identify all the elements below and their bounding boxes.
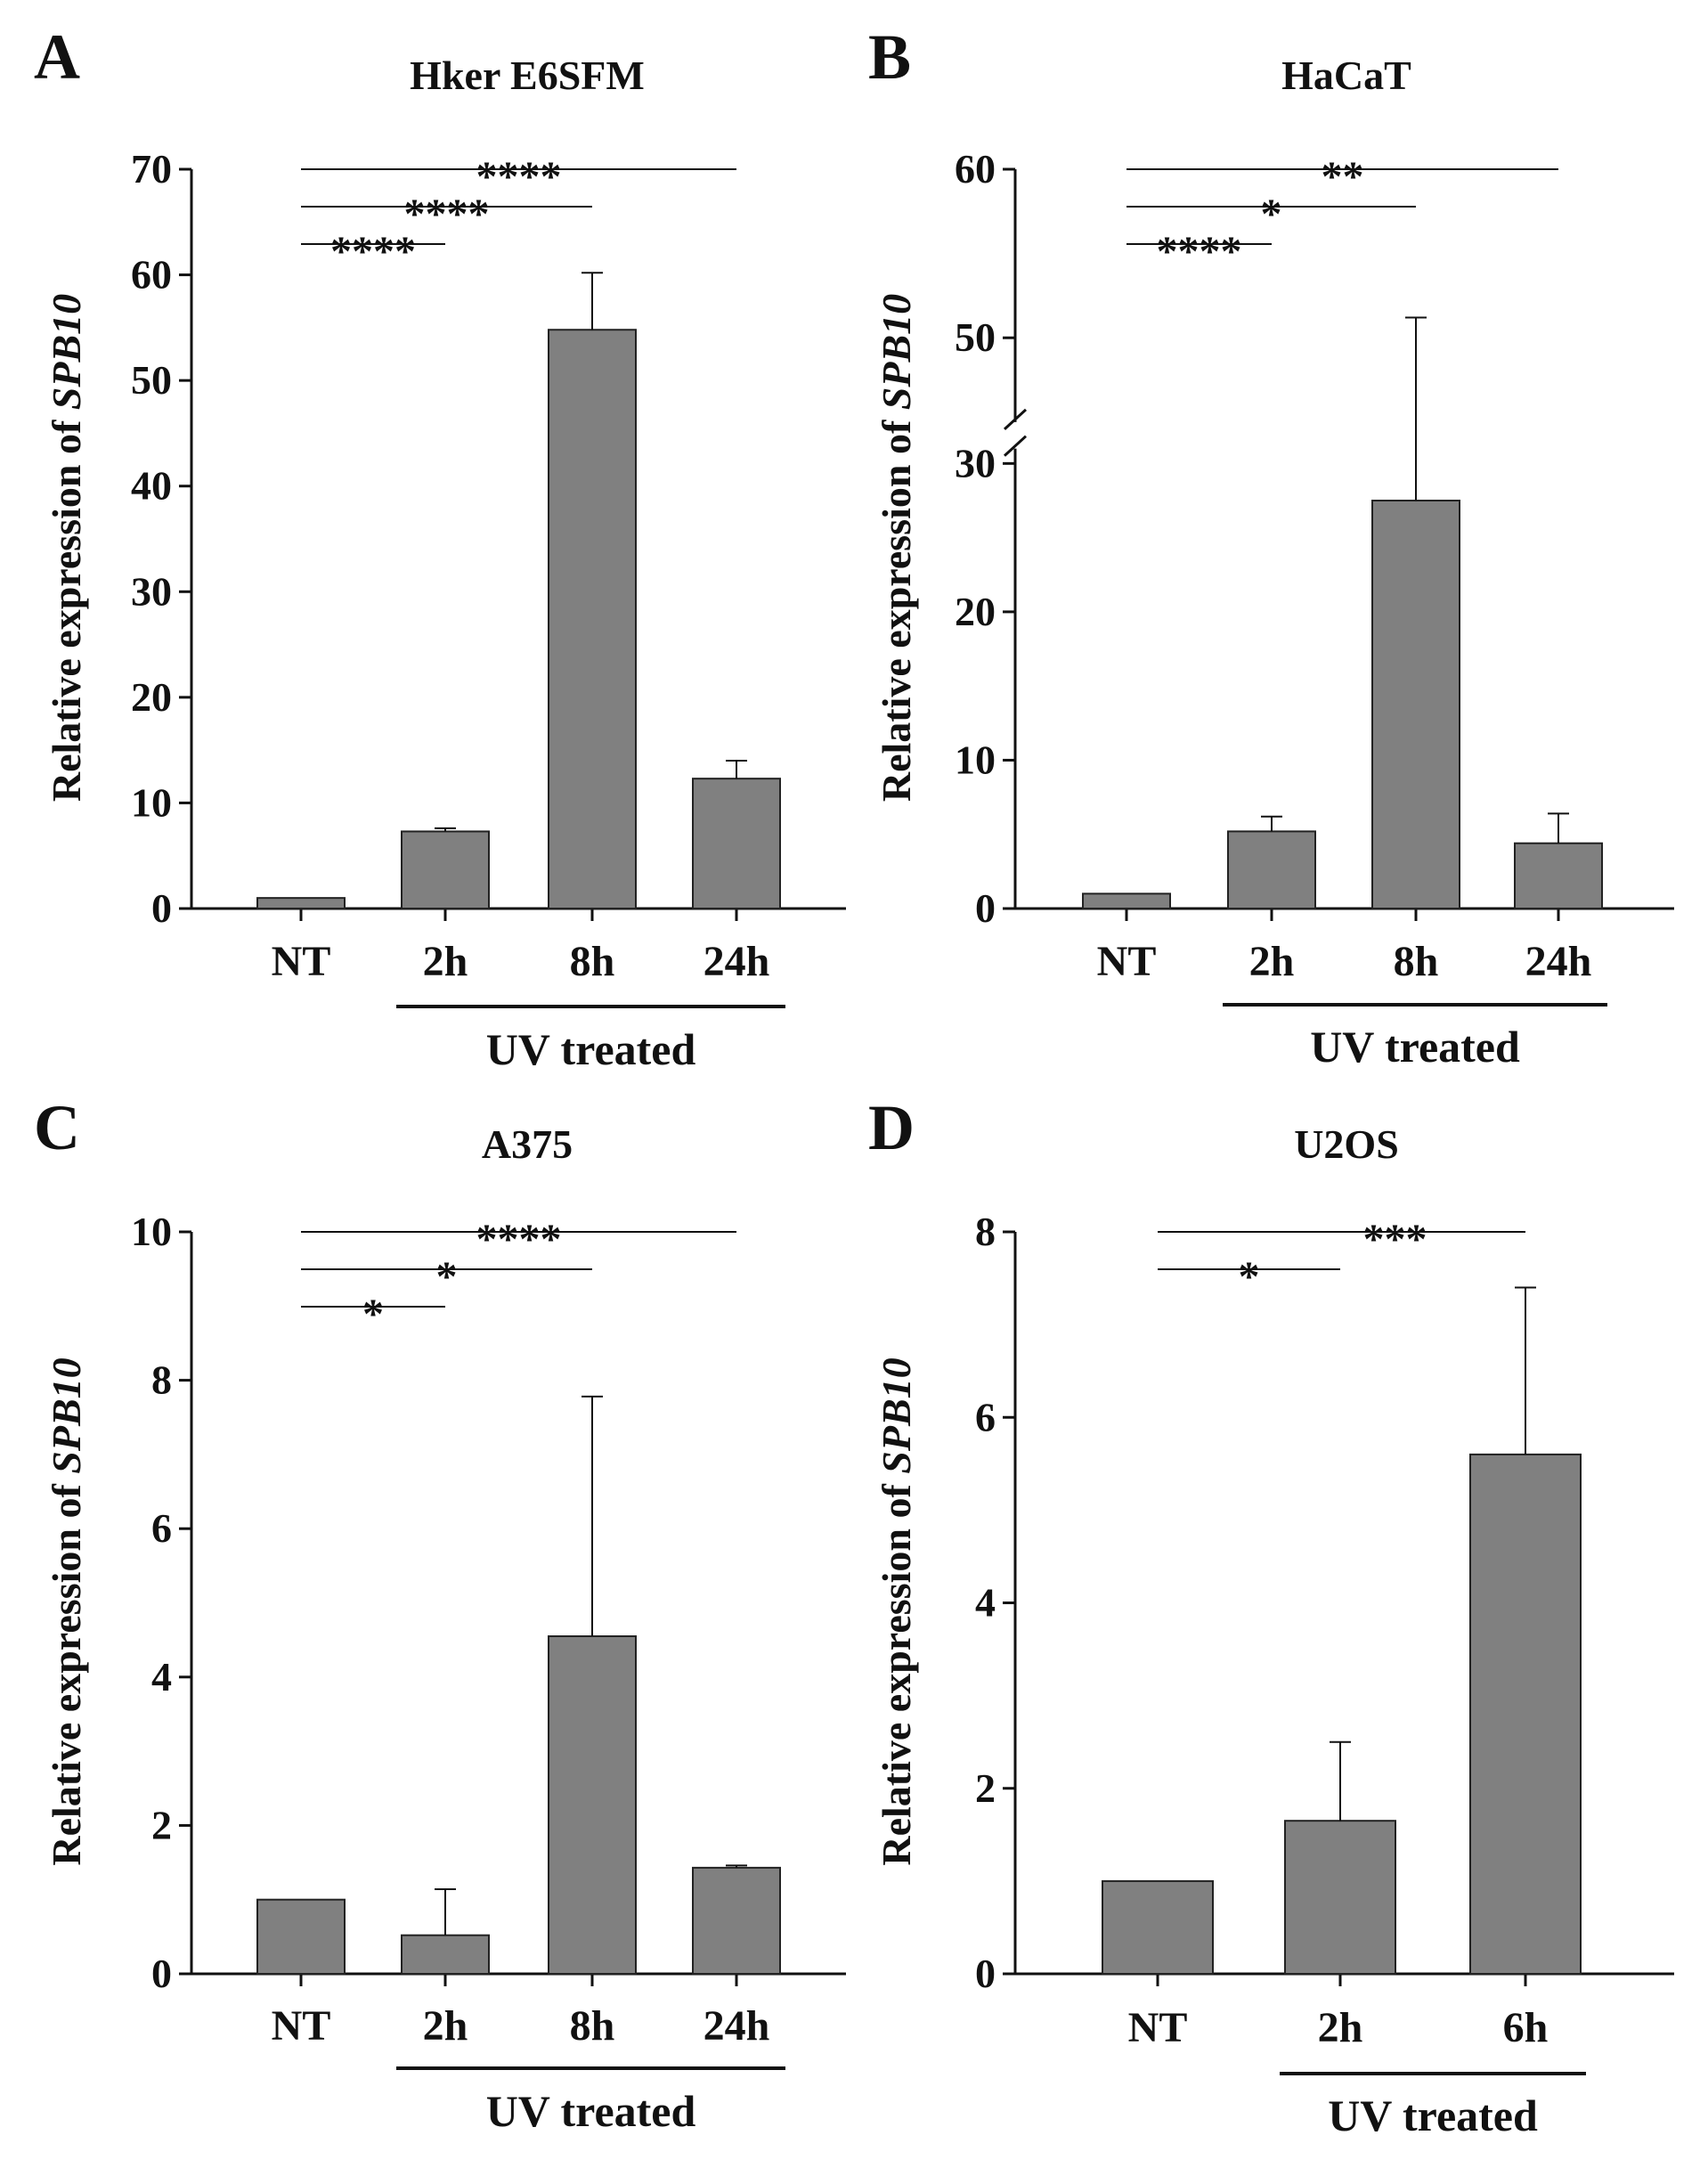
y-axis-label: Relative expression of SPB10	[44, 294, 89, 802]
bar-24h	[1514, 842, 1603, 910]
y-axis-label-prefix: Relative expression of	[874, 410, 919, 802]
significance-label: *	[1261, 191, 1282, 238]
panel-c: C A375 Relative expression of SPB10 0 2 4 6 8 10…	[34, 1092, 846, 2136]
y-tick-label: 4	[975, 1580, 996, 1626]
panel-letter: B	[868, 21, 911, 93]
bar-nt	[1082, 892, 1171, 909]
panel-letter: D	[868, 1092, 915, 1163]
y-tick-label: 4	[151, 1654, 172, 1699]
x-category-label: NT	[272, 2002, 331, 2050]
x-category-label: 2h	[423, 938, 468, 985]
axis-break-mark	[1003, 408, 1028, 430]
bar-2h	[1227, 830, 1316, 910]
y-axis-label-prefix: Relative expression of	[874, 1474, 919, 1866]
bar-8h	[548, 329, 637, 909]
y-axis-label-gene: SPB10	[874, 1357, 919, 1473]
y-tick-label: 30	[955, 440, 996, 485]
significance-label: ****	[330, 228, 416, 275]
y-tick-label: 6	[151, 1505, 172, 1551]
axis-break-mark	[1003, 435, 1028, 457]
bar-8h	[1371, 499, 1460, 909]
significance-label: ***	[1363, 1216, 1427, 1263]
panel-letter: C	[34, 1092, 80, 1163]
x-category-label: 8h	[570, 2002, 615, 2050]
significance-label: **	[1322, 153, 1364, 200]
y-axis-label-gene: SPB10	[874, 294, 919, 410]
group-label: UV treated	[486, 2086, 696, 2136]
significance-label: ****	[476, 1216, 562, 1263]
y-tick-label: 50	[131, 357, 172, 403]
x-category-label: NT	[272, 938, 331, 985]
y-axis-label-gene: SPB10	[44, 294, 89, 410]
y-axis-label: Relative expression of SPB10	[44, 1357, 89, 1865]
y-tick-label: 0	[151, 885, 172, 931]
x-category-label: 8h	[570, 938, 615, 985]
y-tick-label: 0	[151, 1951, 172, 1996]
panel-title: U2OS	[1294, 1121, 1399, 1167]
x-category-label: 24h	[704, 938, 770, 985]
y-tick-label: 6	[975, 1394, 996, 1439]
bar-2h	[401, 1934, 490, 1976]
group-label: UV treated	[1310, 1022, 1520, 1072]
significance-label: *	[362, 1291, 384, 1338]
significance-label: ****	[1157, 228, 1242, 275]
x-category-label: 6h	[1503, 2004, 1549, 2051]
significance-label: ****	[404, 191, 490, 238]
bar-2h	[401, 830, 490, 910]
bar-nt	[256, 897, 346, 910]
y-axis-label: Relative expression of SPB10	[874, 294, 919, 802]
panel-b: B HaCaT Relative expression of SPB10 0 10 20 3…	[868, 21, 1674, 1072]
x-category-label: 24h	[1525, 938, 1592, 985]
x-category-label: 2h	[1318, 2004, 1363, 2051]
y-axis-label-prefix: Relative expression of	[44, 1474, 89, 1866]
y-tick-label: 0	[975, 1951, 996, 1996]
panel-letter: A	[34, 21, 80, 93]
x-category-label: 8h	[1394, 938, 1439, 985]
significance-label: *	[1239, 1253, 1260, 1300]
group-label: UV treated	[1328, 2091, 1538, 2140]
y-axis-label: Relative expression of SPB10	[874, 1357, 919, 1865]
y-tick-label: 30	[131, 568, 172, 614]
y-axis-label-gene: SPB10	[44, 1357, 89, 1473]
significance-label: ****	[476, 153, 562, 200]
y-tick-label: 2	[151, 1802, 172, 1847]
x-category-label: 24h	[704, 2002, 770, 2050]
bar-6h	[1469, 1453, 1582, 1975]
panel-d: D U2OS Relative expression of SPB10 0 2 4 6 8 NT…	[868, 1092, 1674, 2140]
y-axis-label-prefix: Relative expression of	[44, 410, 89, 802]
y-tick-label: 60	[131, 252, 172, 297]
panel-title: HaCaT	[1281, 53, 1411, 98]
y-tick-label: 10	[131, 779, 172, 825]
panel-title: A375	[482, 1121, 573, 1167]
bar-24h	[692, 1866, 781, 1976]
bar-nt	[1102, 1879, 1214, 1975]
y-tick-label: 20	[955, 589, 996, 634]
significance-label: *	[436, 1253, 458, 1300]
y-tick-label: 8	[151, 1357, 172, 1403]
y-tick-label: 50	[955, 314, 996, 360]
bar-2h	[1284, 1820, 1396, 1975]
y-tick-label: 10	[131, 1209, 172, 1254]
group-label: UV treated	[486, 1024, 696, 1074]
y-tick-label: 40	[131, 463, 172, 509]
x-category-label: 2h	[1249, 938, 1295, 985]
panel-title: Hker E6SFM	[410, 53, 645, 98]
y-tick-label: 70	[131, 146, 172, 192]
y-tick-label: 8	[975, 1209, 996, 1254]
y-tick-label: 0	[975, 885, 996, 931]
x-category-label: 2h	[423, 2002, 468, 2050]
bar-8h	[548, 1634, 637, 1975]
x-category-label: NT	[1128, 2004, 1188, 2051]
y-tick-label: 2	[975, 1765, 996, 1811]
y-tick-label: 60	[955, 146, 996, 192]
bar-nt	[256, 1898, 346, 1975]
panel-a: A Hker E6SFM Relative expression of SPB10 0…	[34, 21, 846, 1074]
y-tick-label: 20	[131, 674, 172, 720]
y-tick-label: 10	[955, 737, 996, 782]
x-category-label: NT	[1097, 938, 1157, 985]
bar-24h	[692, 778, 781, 910]
